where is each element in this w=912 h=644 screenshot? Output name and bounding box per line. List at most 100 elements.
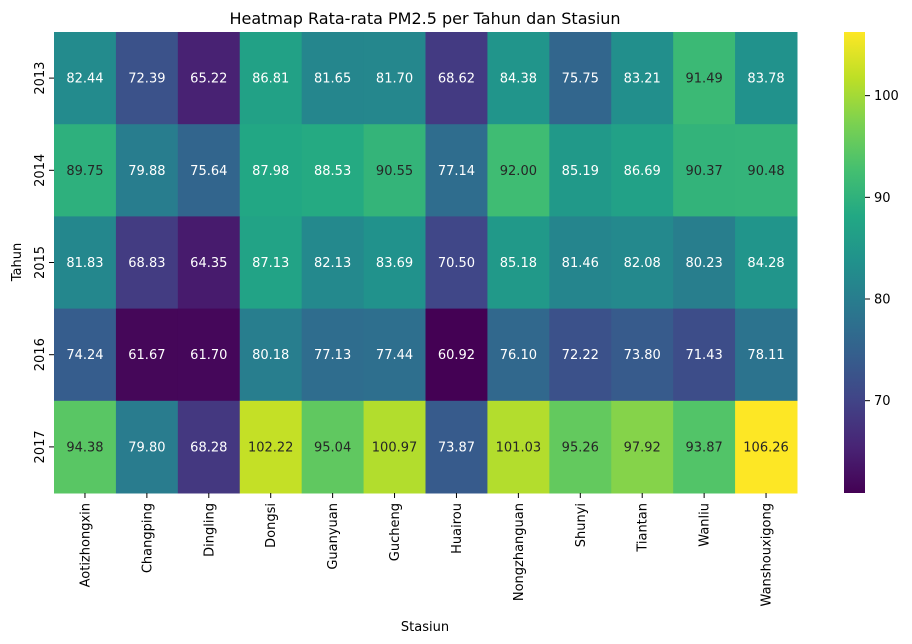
cell-value-label: 81.46 bbox=[562, 256, 599, 271]
x-tick-label: Huairou bbox=[450, 503, 465, 554]
heatmap-cell bbox=[487, 216, 550, 310]
cell-value-label: 94.38 bbox=[66, 440, 103, 455]
heatmap-cell bbox=[115, 400, 179, 494]
y-tick-label: 2017 bbox=[33, 430, 48, 463]
y-tick-label: 2015 bbox=[33, 246, 48, 279]
cell-value-label: 82.44 bbox=[66, 72, 103, 87]
heatmap-cell bbox=[301, 308, 365, 402]
cell-value-label: 75.64 bbox=[190, 164, 227, 179]
heatmap-cell bbox=[611, 32, 674, 125]
cell-value-label: 68.83 bbox=[128, 256, 165, 271]
heatmap-cell bbox=[239, 216, 303, 310]
x-tick-label: Dongsi bbox=[264, 503, 279, 548]
cell-value-label: 81.70 bbox=[376, 72, 413, 87]
cell-value-label: 80.18 bbox=[252, 348, 289, 363]
heatmap-cell bbox=[487, 308, 550, 402]
cell-value-label: 61.70 bbox=[190, 348, 227, 363]
cell-value-label: 95.26 bbox=[562, 440, 599, 455]
x-tick-label: Tiantan bbox=[636, 503, 651, 553]
x-tick-label: Gucheng bbox=[388, 503, 403, 561]
x-axis-label: Stasiun bbox=[401, 620, 449, 635]
heatmap-cell bbox=[177, 32, 241, 125]
heatmap-cell bbox=[549, 400, 612, 494]
heatmap-cell bbox=[363, 308, 426, 402]
heatmap-cell bbox=[177, 308, 241, 402]
heatmap-cell bbox=[425, 124, 488, 217]
cell-value-label: 72.39 bbox=[128, 72, 165, 87]
y-tick-label: 2016 bbox=[33, 338, 48, 371]
heatmap-cell bbox=[301, 124, 365, 217]
chart-title: Heatmap Rata-rata PM2.5 per Tahun dan St… bbox=[229, 9, 620, 28]
heatmap-cell bbox=[115, 308, 179, 402]
cell-value-label: 100.97 bbox=[372, 440, 418, 455]
cell-value-label: 86.81 bbox=[252, 72, 289, 87]
heatmap-cell bbox=[301, 400, 365, 494]
colorbar-tick-label: 80 bbox=[874, 293, 891, 308]
x-tick-label: Wanliu bbox=[698, 503, 713, 547]
y-tick-label: 2014 bbox=[33, 154, 48, 187]
heatmap-cell bbox=[673, 32, 736, 125]
cell-value-label: 74.24 bbox=[66, 348, 103, 363]
heatmap-cell bbox=[549, 32, 612, 125]
cell-value-label: 90.48 bbox=[747, 164, 784, 179]
heatmap-cells bbox=[54, 32, 798, 494]
heatmap-cell bbox=[673, 216, 736, 310]
heatmap-cell bbox=[363, 400, 426, 494]
x-tick-label: Aotizhongxin bbox=[78, 503, 93, 587]
colorbar-ticks: 70 80 90 100 bbox=[865, 89, 899, 409]
cell-value-label: 95.04 bbox=[314, 440, 351, 455]
heatmap-cell bbox=[363, 216, 426, 310]
cell-value-label: 79.80 bbox=[128, 440, 165, 455]
cell-value-label: 90.37 bbox=[686, 164, 723, 179]
cell-value-label: 85.19 bbox=[562, 164, 599, 179]
heatmap-cell bbox=[735, 216, 798, 310]
heatmap-cell bbox=[673, 308, 736, 402]
cell-value-label: 87.98 bbox=[252, 164, 289, 179]
cell-value-label: 88.53 bbox=[314, 164, 351, 179]
cell-value-label: 77.14 bbox=[438, 164, 475, 179]
x-tick-label: Changping bbox=[140, 503, 155, 573]
colorbar bbox=[844, 32, 865, 493]
cell-value-label: 83.78 bbox=[747, 72, 784, 87]
cell-value-labels: 82.44 72.39 65.22 86.81 81.65 81.70 68.62 84.38… bbox=[66, 72, 788, 456]
heatmap-cell bbox=[673, 400, 736, 494]
cell-value-label: 91.49 bbox=[686, 72, 723, 87]
heatmap-cell bbox=[239, 124, 303, 217]
cell-value-label: 65.22 bbox=[190, 72, 227, 87]
cell-value-label: 72.22 bbox=[562, 348, 599, 363]
heatmap-cell bbox=[239, 32, 303, 125]
x-tick-label: Nongzhanguan bbox=[512, 503, 527, 601]
cell-value-label: 80.23 bbox=[686, 256, 723, 271]
heatmap-cell bbox=[363, 124, 426, 217]
heatmap-cell bbox=[487, 32, 550, 125]
cell-value-label: 77.44 bbox=[376, 348, 413, 363]
cell-value-label: 83.21 bbox=[624, 72, 661, 87]
cell-value-label: 101.03 bbox=[496, 440, 542, 455]
heatmap-cell bbox=[611, 400, 674, 494]
cell-value-label: 106.26 bbox=[743, 440, 789, 455]
y-axis-ticks: 2013 2014 2015 2016 2017 bbox=[33, 62, 54, 463]
x-tick-label: Guanyuan bbox=[326, 503, 341, 570]
heatmap-cell bbox=[611, 124, 674, 217]
heatmap-cell bbox=[54, 124, 117, 217]
cell-value-label: 73.80 bbox=[624, 348, 661, 363]
cell-value-label: 75.75 bbox=[562, 72, 599, 87]
x-axis-ticks: Aotizhongxin Changping Dingling Dongsi Guany… bbox=[78, 493, 775, 606]
cell-value-label: 64.35 bbox=[190, 256, 227, 271]
cell-value-label: 85.18 bbox=[500, 256, 537, 271]
x-tick-label: Wanshouxigong bbox=[760, 503, 775, 606]
cell-value-label: 84.28 bbox=[747, 256, 784, 271]
cell-value-label: 97.92 bbox=[624, 440, 661, 455]
heatmap-cell bbox=[54, 308, 117, 402]
cell-value-label: 93.87 bbox=[686, 440, 723, 455]
heatmap-cell bbox=[735, 124, 798, 217]
heatmap-cell bbox=[54, 216, 117, 310]
heatmap-cell bbox=[115, 216, 179, 310]
cell-value-label: 90.55 bbox=[376, 164, 413, 179]
x-tick-label: Dingling bbox=[202, 503, 217, 557]
cell-value-label: 73.87 bbox=[438, 440, 475, 455]
heatmap-cell bbox=[735, 400, 798, 494]
heatmap-cell bbox=[177, 124, 241, 217]
cell-value-label: 81.65 bbox=[314, 72, 351, 87]
